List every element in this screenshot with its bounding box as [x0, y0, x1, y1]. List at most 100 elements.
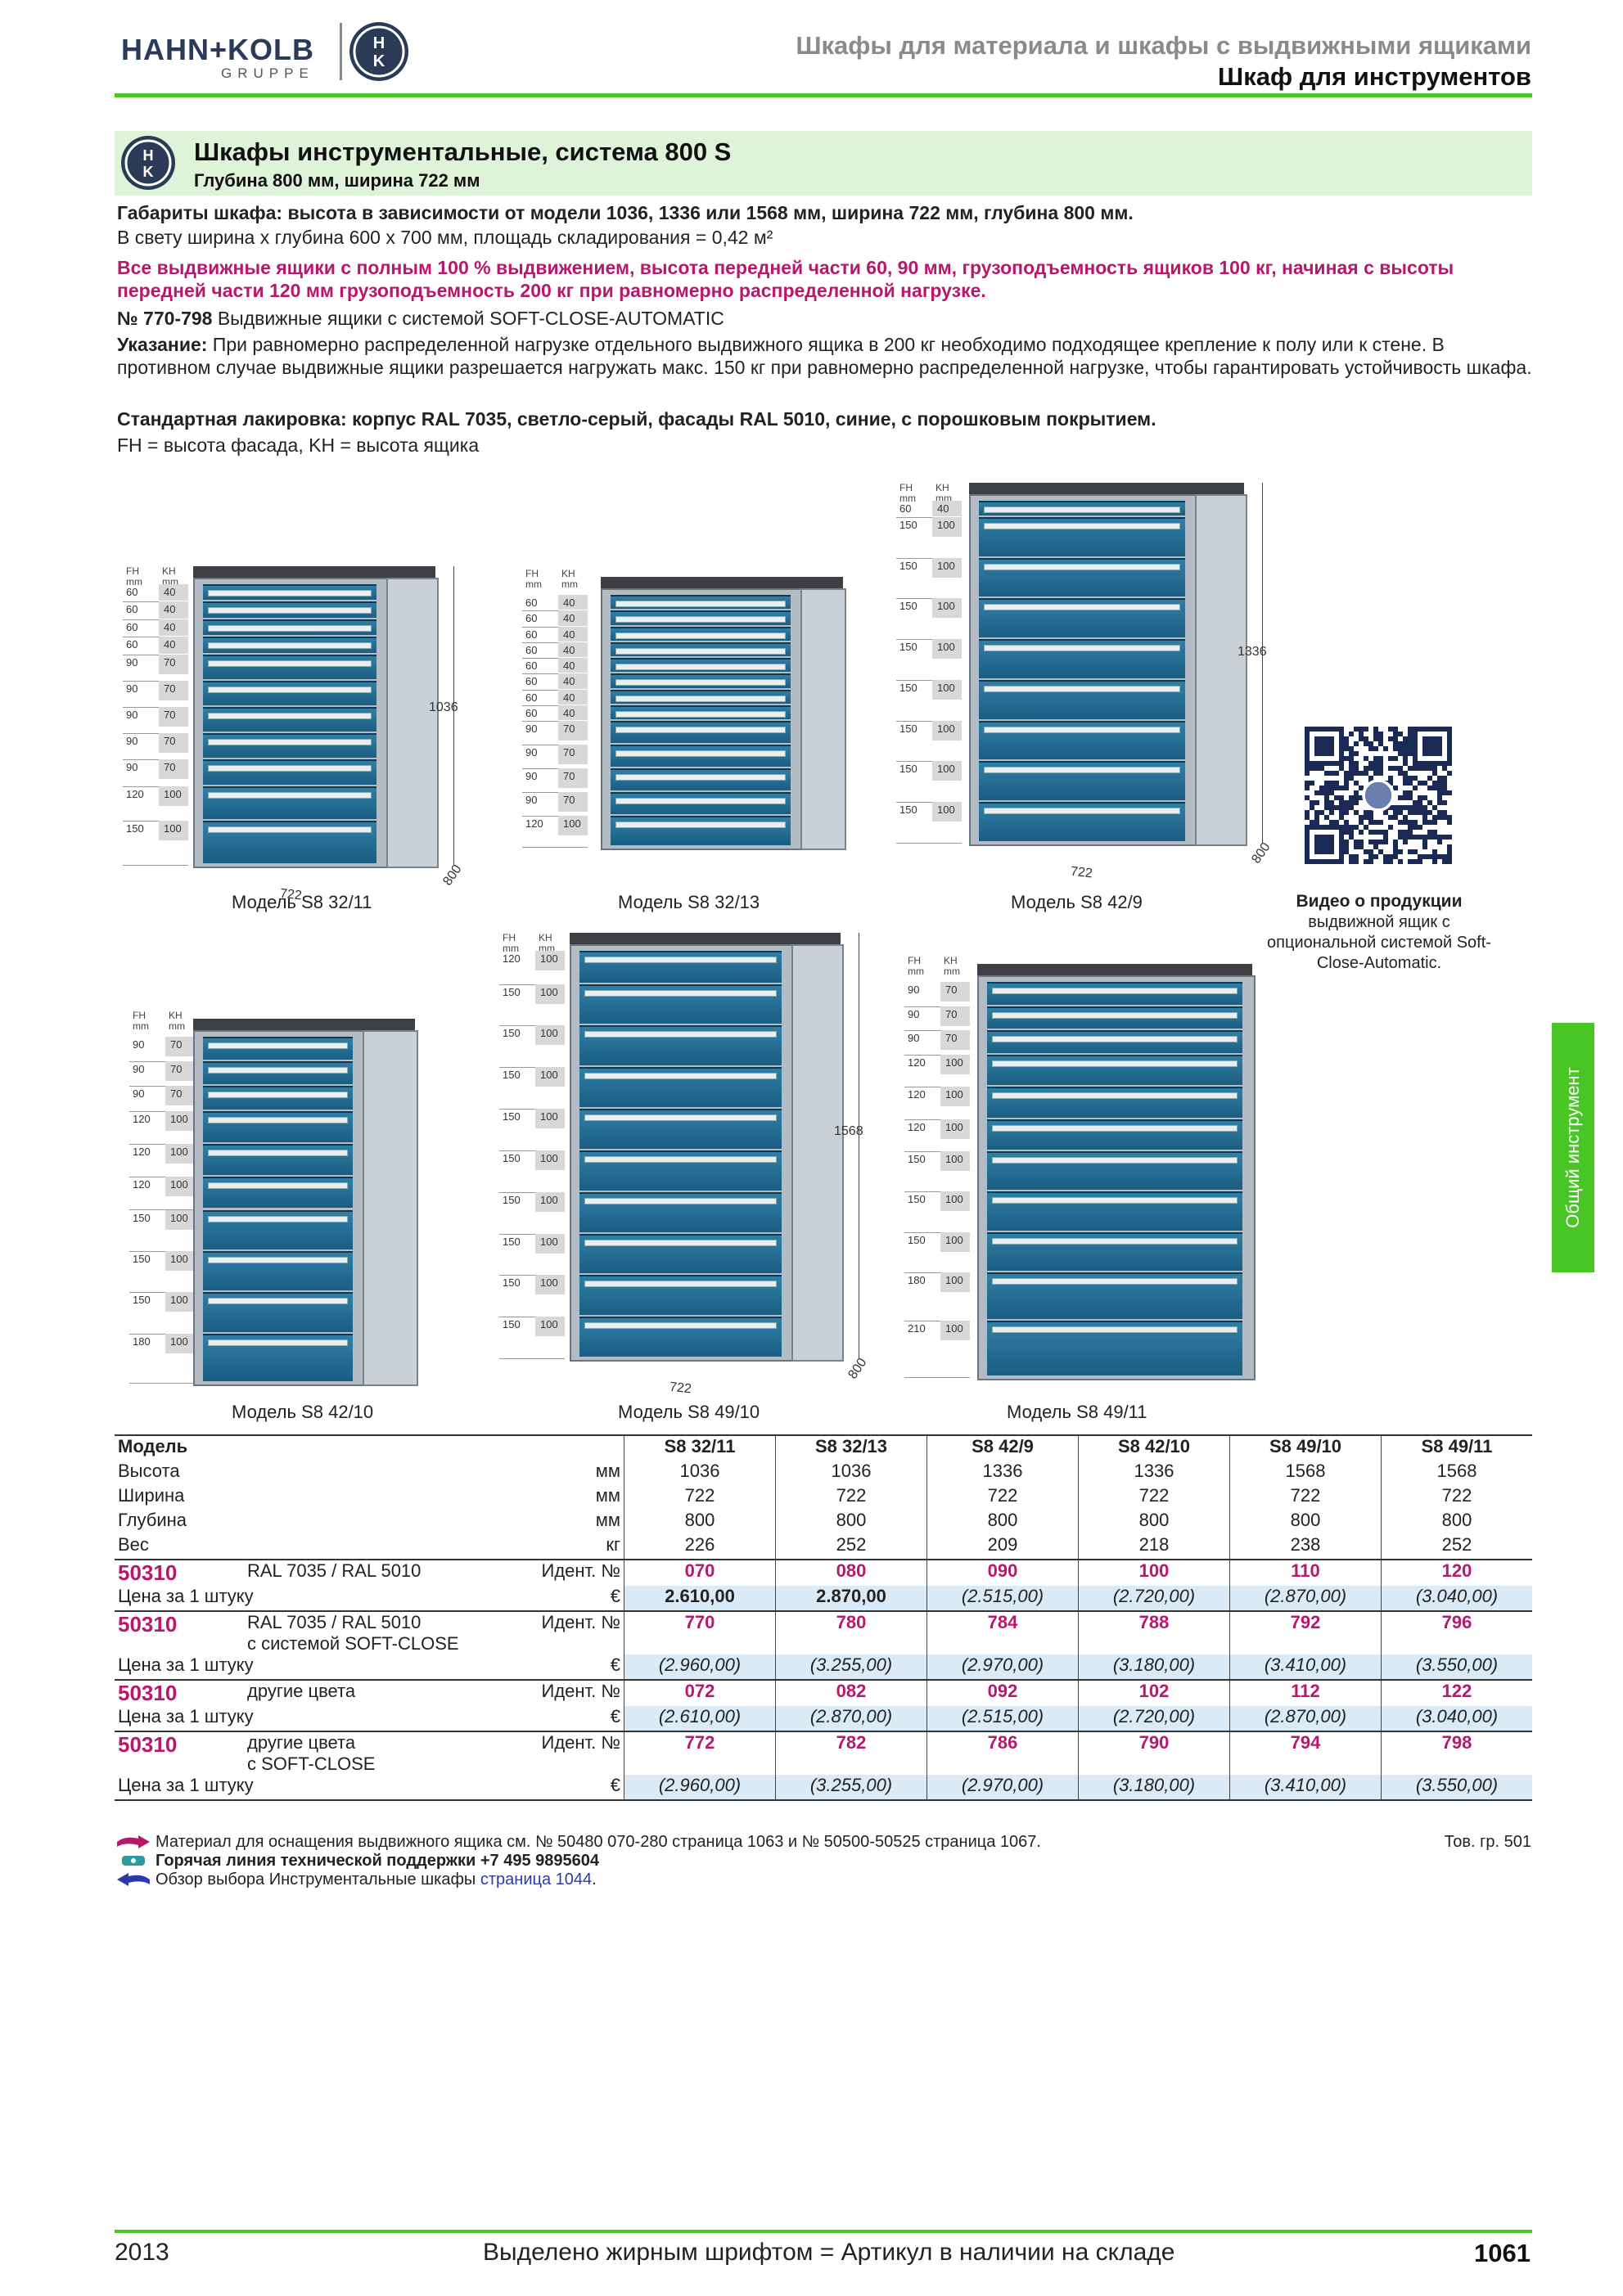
- spec-value: 1568: [1229, 1461, 1382, 1485]
- cabinet-side-panel: [363, 1030, 418, 1386]
- kh-cell-bg: [558, 721, 588, 741]
- fh-value: 90: [525, 745, 538, 759]
- article-id[interactable]: 788: [1078, 1610, 1230, 1654]
- soft-close-note: № 770-798 Выдвижные ящики с системой SOF…: [117, 307, 1533, 330]
- fh-value: 150: [503, 1151, 521, 1164]
- article-id[interactable]: 796: [1381, 1610, 1532, 1654]
- kh-cell-bg: [932, 516, 962, 537]
- depth-dimension-label: 800: [440, 862, 465, 889]
- article-id[interactable]: 792: [1229, 1610, 1382, 1654]
- fh-value: 150: [503, 985, 521, 998]
- kh-value: 100: [937, 559, 955, 572]
- drawer-front: [203, 1250, 353, 1291]
- kh-value: 100: [164, 822, 182, 835]
- article-id[interactable]: 782: [775, 1731, 927, 1775]
- spec-value: 1336: [1078, 1461, 1230, 1485]
- article-id[interactable]: 784: [926, 1610, 1079, 1654]
- currency-symbol: €: [610, 1654, 620, 1675]
- drawer-front: [203, 1333, 353, 1381]
- kh-value: 100: [945, 1193, 963, 1206]
- drawer-front: [979, 557, 1185, 597]
- kh-value: 40: [563, 706, 575, 719]
- width-dimension-label: 722: [1070, 864, 1093, 881]
- kh-value: 100: [945, 1056, 963, 1069]
- article-id[interactable]: 102: [1078, 1679, 1230, 1706]
- kh-cell-bg: [932, 598, 962, 619]
- article-id[interactable]: 798: [1381, 1731, 1532, 1775]
- fh-value: 150: [908, 1233, 926, 1246]
- description-line: RAL 7035 / RAL 5010: [247, 1560, 422, 1581]
- description-line: другие цвета: [247, 1681, 356, 1701]
- fh-header-label: mm: [525, 579, 542, 590]
- kh-cell-bg: [535, 1317, 565, 1337]
- overview-page-link[interactable]: страница 1044: [480, 1871, 593, 1889]
- article-id[interactable]: 786: [926, 1731, 1079, 1775]
- kh-cell-bg: [558, 791, 588, 812]
- fh-value: 90: [908, 1007, 920, 1020]
- drawer-handle: [615, 632, 786, 639]
- drawer-handle: [208, 607, 372, 615]
- spec-value: 800: [1381, 1510, 1532, 1534]
- fh-value: 150: [908, 1153, 926, 1165]
- cabinet-side-panel: [791, 944, 844, 1362]
- spec-value: 722: [775, 1485, 927, 1510]
- kh-cell-bg: [159, 733, 188, 754]
- article-id[interactable]: 100: [1078, 1559, 1230, 1586]
- article-id[interactable]: 120: [1381, 1559, 1532, 1586]
- fh-value: 60: [525, 706, 538, 719]
- kh-value: 100: [540, 1318, 558, 1331]
- fh-value: 150: [133, 1211, 151, 1224]
- article-id[interactable]: 790: [1078, 1731, 1230, 1775]
- article-id[interactable]: 794: [1229, 1731, 1382, 1775]
- fh-value: 150: [899, 559, 917, 572]
- kh-value: 100: [540, 1110, 558, 1123]
- article-id[interactable]: 122: [1381, 1679, 1532, 1706]
- fh-value: 150: [899, 681, 917, 694]
- article-id[interactable]: 110: [1229, 1559, 1382, 1586]
- price-value: 2.870,00: [775, 1586, 927, 1611]
- article-id[interactable]: 082: [775, 1679, 927, 1706]
- article-id[interactable]: 780: [775, 1610, 927, 1654]
- kh-value: 70: [563, 745, 575, 759]
- category-side-tab[interactable]: [1552, 1023, 1594, 1272]
- kh-value: 100: [164, 787, 182, 800]
- kh-header-label: KH: [944, 955, 958, 966]
- drawer-handle: [208, 1339, 348, 1346]
- drawer-front: [579, 984, 782, 1024]
- phone-icon: [122, 1856, 145, 1866]
- article-id[interactable]: 770: [624, 1610, 776, 1654]
- fh-kh-row: 90 70: [123, 759, 188, 787]
- kh-cell-bg: [940, 1191, 970, 1212]
- accessories-note: Материал для оснащения выдвижного ящика …: [156, 1833, 1041, 1851]
- kh-value: 100: [945, 1120, 963, 1133]
- svg-text:K: K: [373, 52, 385, 70]
- drawer-front: [611, 595, 791, 610]
- article-id[interactable]: 080: [775, 1559, 927, 1586]
- spec-value: 226: [624, 1534, 776, 1560]
- drawer-front: [203, 759, 376, 785]
- article-id[interactable]: 092: [926, 1679, 1079, 1706]
- fh-kh-row: 150 100: [904, 1191, 970, 1233]
- qr-code-icon[interactable]: [1305, 727, 1452, 864]
- kh-cell-bg: [535, 984, 565, 1004]
- kh-cell-bg: [159, 601, 188, 619]
- article-id[interactable]: 772: [624, 1731, 776, 1775]
- kh-value: 100: [540, 985, 558, 998]
- fh-value: 90: [126, 655, 138, 669]
- price-value: 2.610,00: [624, 1586, 776, 1611]
- drawer-front: [987, 1191, 1242, 1231]
- drawer-front: [203, 733, 376, 759]
- article-id[interactable]: 070: [624, 1559, 776, 1586]
- fh-kh-row: 90 70: [123, 707, 188, 735]
- price-row: Цена за 1 штуку € (2.960,00) (3.255,00) (2.9…: [115, 1654, 1532, 1680]
- fh-value: 120: [908, 1056, 926, 1069]
- drawer-handle: [615, 664, 786, 670]
- svg-text:K: K: [143, 164, 154, 180]
- article-id[interactable]: 112: [1229, 1679, 1382, 1706]
- kh-header-label: KH: [169, 1010, 183, 1021]
- kh-cell-bg: [558, 744, 588, 764]
- fh-value: 150: [503, 1318, 521, 1331]
- drawer-handle: [992, 1197, 1238, 1204]
- article-id[interactable]: 072: [624, 1679, 776, 1706]
- article-id[interactable]: 090: [926, 1559, 1079, 1586]
